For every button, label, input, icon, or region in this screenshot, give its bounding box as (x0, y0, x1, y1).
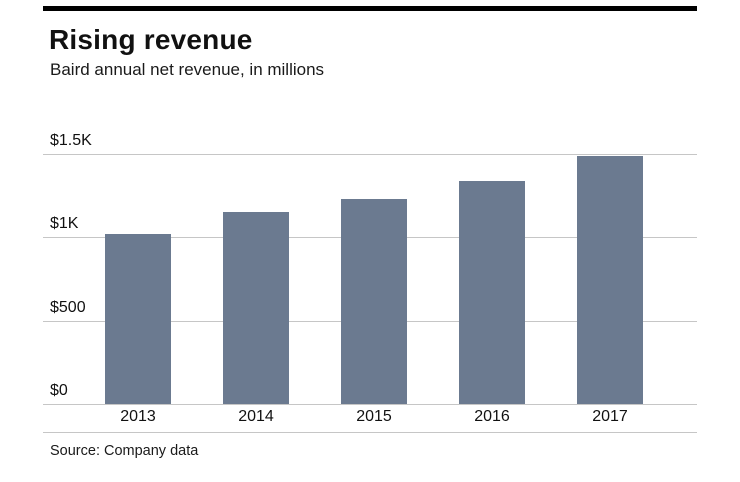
chart-title: Rising revenue (49, 24, 253, 55)
y-tick-label: $0 (50, 382, 68, 399)
y-tick-label: $500 (50, 298, 86, 316)
x-tick-label: 2015 (356, 408, 392, 425)
bar-2017 (577, 155, 643, 404)
x-tick-label: 2013 (120, 408, 156, 425)
x-tick-label: 2014 (238, 408, 274, 425)
y-tick-label: $1.5K (50, 132, 92, 149)
gridline (43, 404, 697, 405)
bar-2013 (105, 234, 171, 404)
bar-2015 (341, 199, 407, 404)
gridline (43, 154, 697, 155)
bar-2014 (223, 212, 289, 404)
y-tick-label: $1K (50, 215, 79, 233)
top-rule (43, 6, 697, 11)
source-note: Source: Company data (50, 443, 199, 459)
chart-subtitle: Baird annual net revenue, in millions (50, 60, 325, 79)
x-tick-label: 2016 (474, 408, 510, 425)
bottom-rule (43, 432, 697, 433)
bar-2016 (459, 180, 525, 404)
x-tick-label: 2017 (592, 408, 628, 425)
